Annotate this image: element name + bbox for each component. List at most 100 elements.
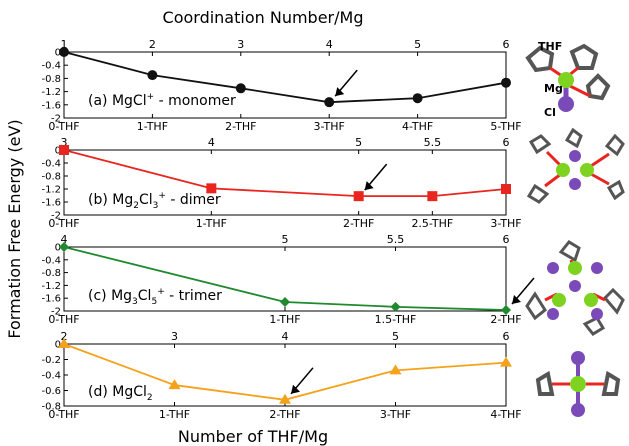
bottom-tick-label: 2-THF bbox=[225, 120, 256, 133]
series-label-part: + bbox=[157, 287, 165, 297]
bottom-tick-label: 2.5-THF bbox=[411, 217, 453, 230]
top-tick-label: 5 bbox=[414, 38, 421, 51]
data-point bbox=[59, 47, 69, 57]
top-tick-label: 4 bbox=[61, 233, 68, 246]
plot-frame bbox=[63, 149, 507, 216]
min-arrow-head bbox=[291, 384, 300, 394]
series-label-part: + bbox=[147, 92, 155, 102]
data-point bbox=[412, 93, 423, 104]
data-point bbox=[501, 77, 511, 88]
series-label-part: - trimer bbox=[165, 288, 222, 304]
data-point bbox=[147, 70, 158, 81]
series-label-part: 2 bbox=[133, 201, 139, 211]
panel-4: 0 -0.2 -0.4 -0.6 -0.8 2 3 4 5 6 0-THF 1-THF 2-THF 3-T… bbox=[41, 330, 521, 421]
bottom-axis-title: Number of THF/Mg bbox=[178, 427, 328, 446]
series-label-part: - dimer bbox=[166, 192, 221, 208]
bottom-tick-label: 2-THF bbox=[269, 408, 300, 421]
series-line bbox=[63, 149, 507, 198]
y-tick-label: -0.8 bbox=[41, 74, 61, 85]
data-point bbox=[501, 184, 511, 194]
y-tick-label: -1.6 bbox=[41, 198, 61, 209]
y-tick-label: 0 bbox=[55, 146, 61, 157]
series-label-part: - monomer bbox=[154, 93, 236, 109]
panel-1: 0 -0.4 -0.8 -1.2 -1.6 -2 1 2 3 4 5 6 0-THF 1-THF 2-THF… bbox=[41, 38, 521, 133]
top-axis-title: Coordination Number/Mg bbox=[163, 8, 364, 27]
y-tick-label: -0.4 bbox=[41, 371, 61, 382]
y-tick-label: -0.8 bbox=[41, 402, 61, 413]
molecule-monomer: THF Mg Cl bbox=[525, 40, 611, 119]
bottom-tick-label: 3-THF bbox=[380, 408, 411, 421]
y-tick-label: -1.6 bbox=[41, 100, 61, 111]
bottom-tick-label: 3-THF bbox=[490, 217, 521, 230]
series-label: (c) Mg3Cl5+ - trimer bbox=[88, 287, 222, 307]
series-label-part: (c) Mg bbox=[88, 288, 132, 304]
y-tick-label: -0.6 bbox=[41, 386, 61, 397]
bottom-tick-label: 1-THF bbox=[137, 120, 168, 133]
bottom-tick-label: 1.5-THF bbox=[375, 313, 417, 326]
series-line bbox=[63, 51, 507, 104]
series-label-part: (d) MgCl bbox=[88, 384, 147, 400]
molecule-dimer bbox=[526, 127, 625, 204]
data-point bbox=[500, 356, 512, 367]
series-label: (a) MgCl+ - monomer bbox=[88, 92, 236, 109]
bottom-tick-label: 1-THF bbox=[159, 408, 190, 421]
data-point bbox=[235, 83, 246, 94]
y-tick-label: -1.6 bbox=[41, 294, 61, 305]
top-tick-label: 2 bbox=[149, 38, 156, 51]
series-label-part: + bbox=[158, 191, 166, 201]
top-tick-label: 5 bbox=[282, 233, 289, 246]
y-tick-label: -0.8 bbox=[41, 172, 61, 183]
series-label: (b) Mg2Cl3+ - dimer bbox=[88, 191, 221, 211]
data-point bbox=[390, 301, 401, 312]
molecule-trimer bbox=[525, 240, 625, 336]
top-tick-label: 3 bbox=[171, 330, 178, 343]
data-point bbox=[206, 183, 217, 194]
series-label-part: 3 bbox=[153, 201, 159, 211]
y-axis-title: Formation Free Energy (eV) bbox=[5, 119, 24, 338]
data-point bbox=[168, 379, 181, 390]
y-tick-label: -0.4 bbox=[41, 255, 61, 266]
data-point bbox=[58, 338, 70, 348]
series-label-part: 5 bbox=[151, 297, 157, 307]
y-tick-label: -1.2 bbox=[41, 281, 61, 292]
series-label-part: Cl bbox=[138, 288, 152, 304]
bottom-tick-label: 4-THF bbox=[490, 408, 521, 421]
top-tick-label: 5 bbox=[355, 136, 362, 149]
y-tick-label: -2 bbox=[51, 114, 61, 125]
data-point bbox=[501, 305, 511, 316]
bottom-tick-label: 2-THF bbox=[490, 313, 521, 326]
thf-label: THF bbox=[538, 40, 562, 53]
top-tick-label: 4 bbox=[282, 330, 289, 343]
panels: 0 -0.4 -0.8 -1.2 -1.6 -2 1 2 3 4 5 6 0-THF 1-THF 2-THF… bbox=[41, 38, 535, 421]
y-tick-label: -1.2 bbox=[41, 185, 61, 196]
panel-3: 0-0.4 -0.8 -1.2 -1.6 -2 4 5 5.5 6 0-THF 1-THF 1.5-T… bbox=[41, 233, 535, 326]
series-label-part: (b) Mg bbox=[88, 192, 133, 208]
y-tick-label: 0 bbox=[55, 48, 61, 59]
top-tick-label: 3 bbox=[237, 38, 244, 51]
data-point bbox=[279, 393, 291, 404]
top-tick-label: 1 bbox=[61, 38, 68, 51]
top-tick-label: 6 bbox=[503, 136, 510, 149]
bottom-tick-label: 2-THF bbox=[343, 217, 374, 230]
data-point bbox=[427, 191, 438, 202]
y-tick-label: 0 bbox=[55, 340, 61, 351]
top-tick-label: 2 bbox=[61, 330, 68, 343]
series-label-part: 2 bbox=[147, 393, 153, 403]
top-tick-label: 4 bbox=[208, 136, 215, 149]
bottom-tick-label: 4-THF bbox=[402, 120, 433, 133]
bottom-tick-label: 1-THF bbox=[269, 313, 300, 326]
bottom-tick-label: 0-THF bbox=[48, 120, 79, 133]
bottom-tick-label: 1-THF bbox=[196, 217, 227, 230]
data-point bbox=[389, 364, 402, 375]
top-tick-label: 6 bbox=[503, 38, 510, 51]
cl-label: Cl bbox=[544, 106, 556, 119]
series-label: (d) MgCl2 bbox=[88, 384, 153, 403]
y-tick-label: -2 bbox=[51, 307, 61, 318]
data-point bbox=[59, 242, 69, 252]
mg-label: Mg bbox=[544, 82, 563, 95]
data-point bbox=[324, 97, 335, 108]
top-tick-label: 6 bbox=[503, 233, 510, 246]
min-arrow-head bbox=[364, 181, 374, 191]
top-tick-label: 3 bbox=[61, 136, 68, 149]
bottom-tick-label: 0-THF bbox=[48, 408, 79, 421]
